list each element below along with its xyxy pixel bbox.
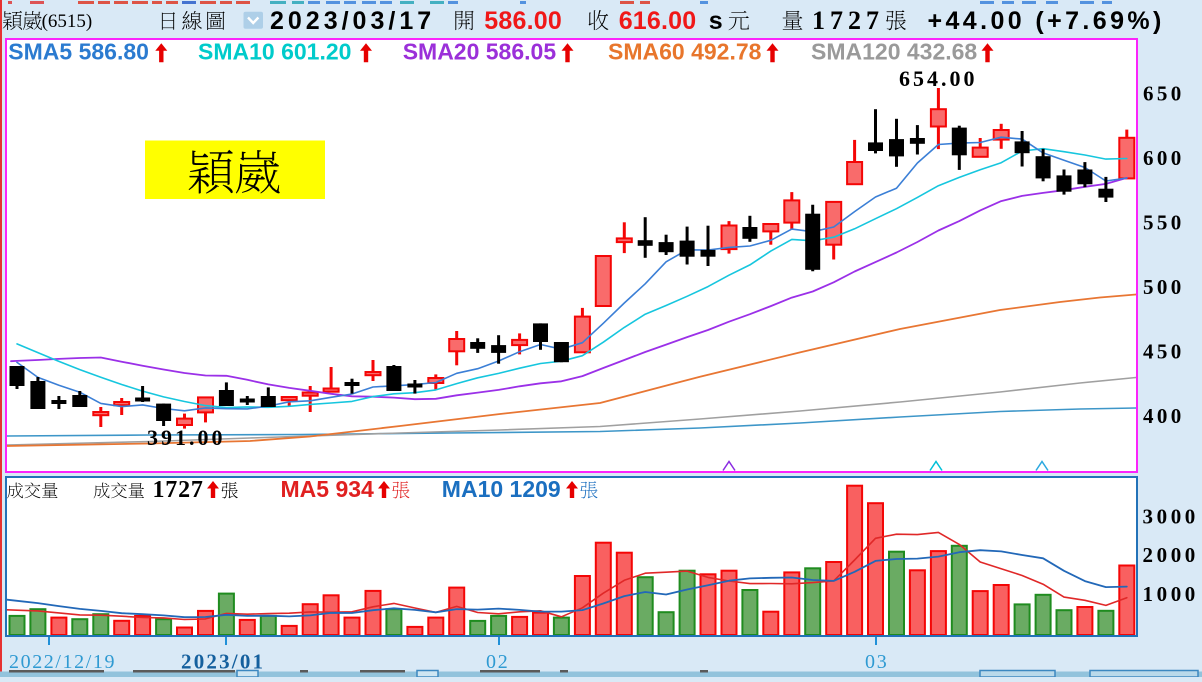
svg-text:550: 550: [1143, 211, 1185, 235]
svg-text:450: 450: [1143, 340, 1185, 364]
svg-text:600: 600: [1143, 146, 1185, 170]
svg-text:2022/12/19: 2022/12/19: [9, 651, 116, 673]
svg-text:616.00: 616.00: [619, 7, 697, 35]
svg-text:s: s: [709, 7, 723, 35]
svg-text:391.00: 391.00: [147, 425, 226, 450]
svg-text:3000: 3000: [1143, 504, 1199, 528]
svg-text:03: 03: [865, 651, 889, 673]
svg-text:SMA20 586.05: SMA20 586.05: [403, 39, 557, 65]
svg-text:400: 400: [1143, 404, 1185, 428]
svg-text:MA5 934: MA5 934: [281, 476, 375, 502]
svg-text:2023/03/17: 2023/03/17: [270, 7, 435, 35]
svg-text:2000: 2000: [1143, 543, 1199, 567]
svg-text:SMA10 601.20: SMA10 601.20: [198, 39, 351, 65]
svg-text:1727: 1727: [812, 6, 884, 35]
svg-text:586.00: 586.00: [484, 7, 562, 35]
svg-text:654.00: 654.00: [899, 66, 978, 91]
svg-text:1000: 1000: [1143, 582, 1199, 606]
svg-text:SMA5 586.80: SMA5 586.80: [8, 39, 149, 65]
svg-text:SMA60 492.78: SMA60 492.78: [608, 39, 762, 65]
svg-text:(6515): (6515): [42, 11, 93, 32]
svg-text:+44.00 (+7.69%): +44.00 (+7.69%): [928, 7, 1165, 35]
svg-text:SMA120 432.68: SMA120 432.68: [811, 39, 977, 65]
svg-text:2023/01: 2023/01: [181, 650, 265, 674]
svg-text:02: 02: [486, 651, 510, 673]
svg-text:650: 650: [1143, 82, 1185, 106]
svg-text:1727: 1727: [153, 477, 204, 503]
svg-text:500: 500: [1143, 275, 1185, 299]
svg-text:MA10 1209: MA10 1209: [442, 476, 561, 502]
